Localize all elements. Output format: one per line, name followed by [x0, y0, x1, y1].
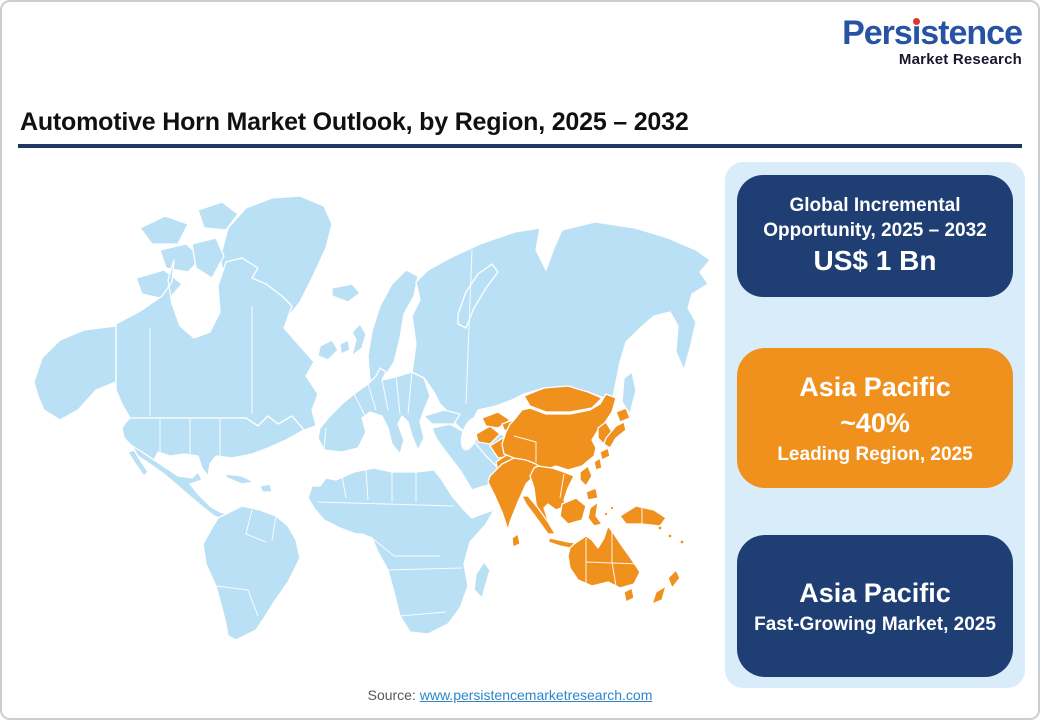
- madagascar: [473, 561, 491, 599]
- maluku-island: [609, 505, 615, 511]
- card-leading-region: Asia Pacific ~40% Leading Region, 2025: [737, 348, 1013, 488]
- baja-california: [127, 449, 149, 477]
- logo-red-dot-i: i: [911, 14, 922, 52]
- card-global-incremental-opportunity: Global Incremental Opportunity, 2025 – 2…: [737, 175, 1013, 297]
- mexico-central-america: [131, 445, 229, 521]
- new-guinea: [619, 505, 667, 527]
- scandinavia: [367, 269, 419, 382]
- logo-subtitle: Market Research: [898, 51, 1022, 68]
- card-share: ~40%: [840, 408, 910, 439]
- australia: [567, 525, 641, 589]
- taiwan: [593, 457, 603, 471]
- turkey: [423, 409, 461, 425]
- pmr-logo: Persistence Market Research: [842, 14, 1023, 68]
- japan-hokkaido: [615, 407, 631, 423]
- new-zealand-south: [651, 585, 667, 605]
- usa: [121, 415, 305, 477]
- card-caption: Fast-Growing Market, 2025: [754, 613, 996, 635]
- philippines-luzon: [579, 465, 593, 487]
- borneo: [559, 497, 587, 525]
- japan-kyushu: [599, 447, 611, 461]
- asia-pacific-region: [475, 385, 685, 605]
- pacific-island: [679, 539, 685, 545]
- europe: [317, 367, 431, 455]
- landmasses: [33, 195, 711, 641]
- card-region: Asia Pacific: [799, 372, 951, 403]
- arctic-island: [197, 201, 239, 231]
- novaya-zemlya: [457, 263, 499, 329]
- hispaniola: [259, 483, 273, 493]
- card-region: Asia Pacific: [799, 578, 951, 609]
- japan-honshu: [603, 421, 627, 449]
- philippines-mindanao: [585, 487, 599, 501]
- source-link[interactable]: www.persistencemarketresearch.com: [419, 687, 653, 703]
- alaska: [33, 325, 117, 421]
- page-title: Automotive Horn Market Outlook, by Regio…: [20, 108, 689, 136]
- mongolia: [523, 385, 603, 413]
- china: [501, 393, 617, 471]
- cuba: [224, 473, 255, 485]
- great-britain: [351, 323, 367, 357]
- tasmania: [623, 587, 635, 603]
- pacific-island: [657, 525, 663, 531]
- card-text: Global Incremental Opportunity, 2025 – 2…: [763, 194, 987, 241]
- world-map: [33, 195, 711, 641]
- newfoundland: [317, 339, 339, 361]
- pacific-island: [667, 533, 673, 539]
- title-underline: [18, 144, 1022, 148]
- source-label: Source:: [367, 687, 416, 703]
- card-fast-growing-market: Asia Pacific Fast-Growing Market, 2025: [737, 535, 1013, 677]
- ireland: [339, 339, 351, 355]
- south-america: [202, 505, 301, 641]
- stats-panel: Global Incremental Opportunity, 2025 – 2…: [725, 162, 1025, 688]
- turkmenistan: [475, 425, 501, 445]
- card-value: US$ 1 Bn: [813, 244, 937, 276]
- africa: [307, 467, 495, 635]
- arctic-island: [139, 215, 189, 245]
- card-caption: Leading Region, 2025: [777, 443, 973, 465]
- source-line: Source: www.persistencemarketresearch.co…: [160, 687, 860, 703]
- country-borders: [149, 249, 643, 617]
- maluku-island: [603, 511, 609, 517]
- sakhalin: [621, 371, 637, 415]
- sri-lanka: [511, 533, 521, 548]
- caspian-sea: [460, 417, 480, 451]
- logo-brand-text: Persistence: [842, 14, 1023, 52]
- sulawesi: [587, 501, 603, 527]
- new-zealand-north: [667, 569, 681, 589]
- iceland: [331, 283, 361, 303]
- sumatra: [521, 495, 557, 535]
- baffin-island: [191, 237, 225, 279]
- arctic-island: [135, 269, 183, 301]
